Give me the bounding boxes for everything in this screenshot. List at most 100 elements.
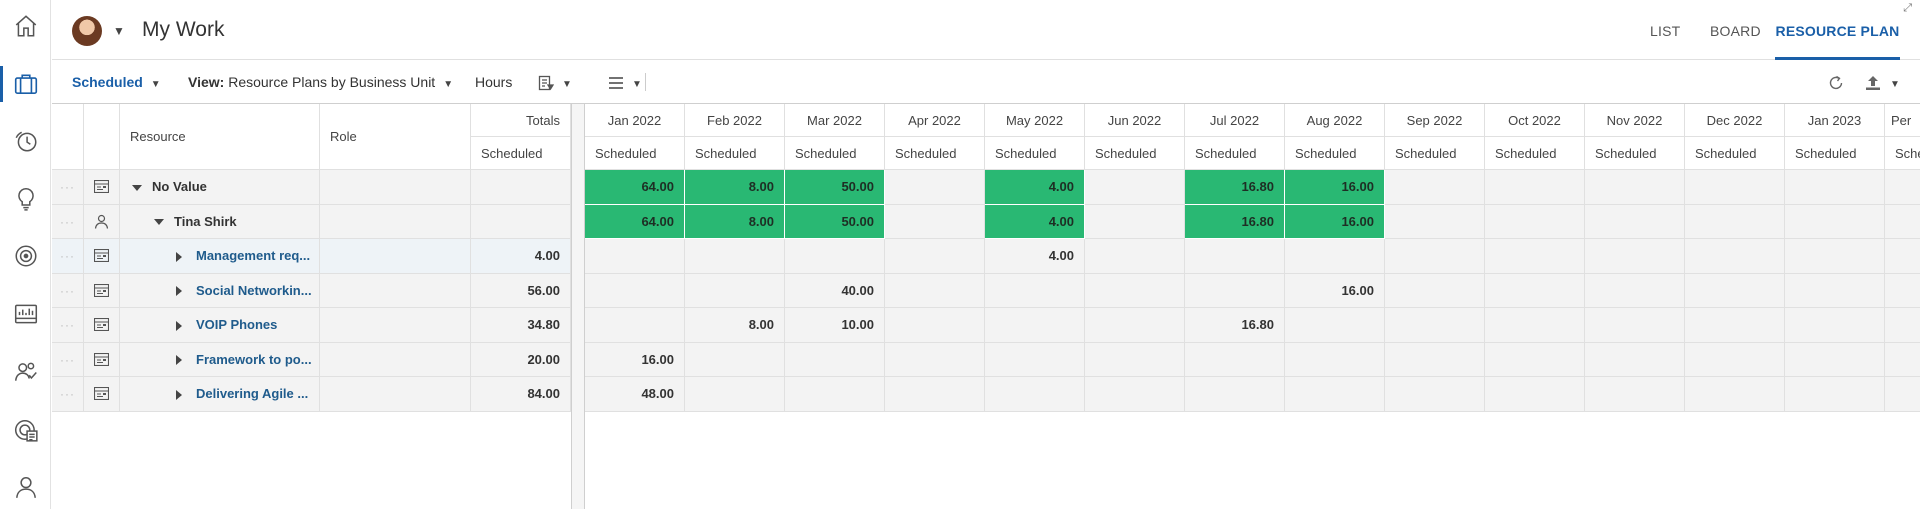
view-dropdown[interactable]: View: Resource Plans by Business Unit ▼ (188, 61, 453, 103)
month-value-cell[interactable] (1185, 342, 1285, 377)
month-value-cell[interactable] (1285, 308, 1385, 343)
expand-row-icon[interactable] (176, 251, 182, 262)
month-value-cell[interactable] (1585, 308, 1685, 343)
nav-profile[interactable] (0, 465, 51, 509)
month-value-cell[interactable] (585, 308, 685, 343)
drag-handle[interactable]: ··· (52, 239, 84, 274)
month-value-cell[interactable] (1785, 170, 1885, 205)
resource-cell[interactable]: VOIP Phones (120, 308, 320, 343)
avatar[interactable] (72, 16, 102, 46)
month-value-cell[interactable] (1485, 170, 1585, 205)
resource-name[interactable]: Social Networkin... (196, 282, 312, 298)
resource-name[interactable]: VOIP Phones (196, 317, 278, 332)
role-cell[interactable] (320, 239, 471, 274)
month-value-cell[interactable]: 16.80 (1185, 204, 1285, 239)
month-value-cell[interactable] (985, 342, 1085, 377)
tab-list[interactable]: LIST (1650, 23, 1681, 39)
month-header[interactable]: Mar 2022 (785, 104, 885, 137)
month-value-cell[interactable] (1385, 170, 1485, 205)
month-value-cell[interactable] (985, 273, 1085, 308)
month-value-cell[interactable] (785, 377, 885, 412)
month-value-cell[interactable] (1485, 204, 1585, 239)
resource-name[interactable]: Delivering Agile ... (196, 386, 309, 401)
expand-row-icon[interactable] (176, 320, 182, 331)
drag-handle[interactable]: ··· (52, 377, 84, 412)
role-cell[interactable] (320, 342, 471, 377)
month-value-cell[interactable] (1685, 308, 1785, 343)
month-value-cell[interactable]: 8.00 (685, 204, 785, 239)
nav-portfolios[interactable] (0, 408, 51, 452)
month-value-cell[interactable] (1885, 170, 1920, 205)
month-value-cell[interactable] (1385, 342, 1485, 377)
month-value-cell[interactable] (585, 239, 685, 274)
month-value-cell[interactable] (985, 308, 1085, 343)
month-value-cell[interactable] (885, 377, 985, 412)
drag-handle[interactable]: ··· (52, 170, 84, 205)
month-value-cell[interactable]: 4.00 (985, 170, 1085, 205)
month-header[interactable]: Jul 2022 (1185, 104, 1285, 137)
expand-row-icon[interactable] (176, 389, 182, 400)
nav-people[interactable] (0, 350, 51, 394)
month-value-cell[interactable]: 64.00 (585, 170, 685, 205)
column-totals[interactable]: Totals (471, 104, 571, 137)
chevron-down-icon[interactable]: ▼ (113, 24, 125, 38)
month-value-cell[interactable]: 16.80 (1185, 308, 1285, 343)
month-value-cell[interactable] (1885, 342, 1920, 377)
role-cell[interactable] (320, 377, 471, 412)
month-value-cell[interactable] (1485, 273, 1585, 308)
resource-name[interactable]: Framework to po... (196, 351, 312, 367)
resource-cell[interactable]: Tina Shirk (120, 204, 320, 239)
month-header[interactable]: Jun 2022 (1085, 104, 1185, 137)
month-value-cell[interactable] (1585, 273, 1685, 308)
month-value-cell[interactable] (885, 239, 985, 274)
month-value-cell[interactable] (1085, 170, 1185, 205)
month-value-cell[interactable]: 8.00 (685, 308, 785, 343)
month-value-cell[interactable] (1185, 377, 1285, 412)
month-value-cell[interactable] (1085, 342, 1185, 377)
month-value-cell[interactable] (1885, 308, 1920, 343)
month-value-cell[interactable] (885, 308, 985, 343)
month-value-cell[interactable] (1685, 239, 1785, 274)
month-value-cell[interactable]: 16.00 (1285, 170, 1385, 205)
role-cell[interactable] (320, 273, 471, 308)
month-value-cell[interactable]: 8.00 (685, 170, 785, 205)
month-value-cell[interactable]: 40.00 (785, 273, 885, 308)
month-value-cell[interactable] (1085, 239, 1185, 274)
month-value-cell[interactable] (1385, 273, 1485, 308)
month-value-cell[interactable] (1785, 239, 1885, 274)
drag-handle[interactable]: ··· (52, 308, 84, 343)
month-value-cell[interactable] (1085, 273, 1185, 308)
export-dropdown[interactable]: ▼ (1864, 61, 1900, 103)
month-value-cell[interactable] (1885, 273, 1920, 308)
month-value-cell[interactable] (885, 273, 985, 308)
month-value-cell[interactable] (1085, 308, 1185, 343)
menu-dropdown[interactable]: ▼ (608, 61, 642, 103)
month-value-cell[interactable] (1485, 239, 1585, 274)
month-value-cell[interactable] (1585, 377, 1685, 412)
drag-handle[interactable]: ··· (52, 342, 84, 377)
month-value-cell[interactable] (1285, 342, 1385, 377)
month-value-cell[interactable] (885, 342, 985, 377)
month-value-cell[interactable] (1385, 377, 1485, 412)
month-value-cell[interactable]: 16.00 (1285, 273, 1385, 308)
month-header[interactable]: Nov 2022 (1585, 104, 1685, 137)
month-value-cell[interactable] (1785, 273, 1885, 308)
month-value-cell[interactable] (1885, 239, 1920, 274)
month-value-cell[interactable] (1285, 377, 1385, 412)
month-value-cell[interactable] (685, 342, 785, 377)
month-header[interactable]: Aug 2022 (1285, 104, 1385, 137)
role-cell[interactable] (320, 204, 471, 239)
month-value-cell[interactable] (1785, 377, 1885, 412)
month-value-cell[interactable] (685, 377, 785, 412)
month-value-cell[interactable] (1785, 204, 1885, 239)
month-value-cell[interactable]: 50.00 (785, 204, 885, 239)
nav-ideas[interactable] (0, 177, 51, 221)
pane-splitter[interactable] (571, 104, 585, 509)
tab-resource-plan[interactable]: RESOURCE PLAN (1775, 0, 1900, 60)
month-value-cell[interactable]: 16.80 (1185, 170, 1285, 205)
month-value-cell[interactable] (1485, 342, 1585, 377)
month-value-cell[interactable] (1685, 273, 1785, 308)
month-value-cell[interactable]: 10.00 (785, 308, 885, 343)
nav-my-work[interactable] (0, 62, 51, 106)
expand-row-icon[interactable] (176, 355, 182, 366)
